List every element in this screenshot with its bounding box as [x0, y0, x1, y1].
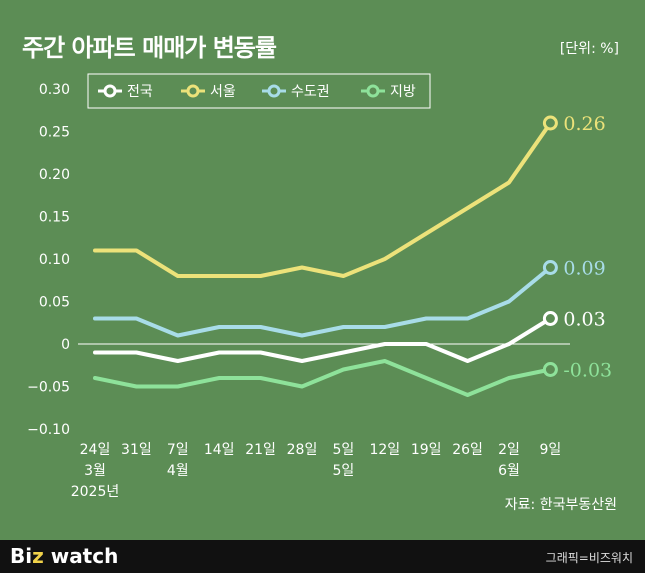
y-tick-label: 0.15	[39, 210, 70, 226]
y-tick-label: −0.05	[27, 380, 70, 396]
y-tick-label: 0.10	[39, 252, 70, 268]
legend-swatch-marker	[103, 84, 117, 98]
bizwatch-logo: Biz watch	[10, 544, 119, 568]
footer-bar: Biz watch 그래픽=비즈워치	[0, 540, 645, 573]
x-tick-sublabel: 5일	[333, 463, 355, 479]
legend-swatch-marker	[366, 84, 380, 98]
x-tick-label: 12일	[369, 442, 400, 458]
x-tick-label: 21일	[245, 442, 276, 458]
line-chart: 0.30 0.25 0.20 0.15 0.10 0.05 0 −0.05 −0.10 24일 3월…	[27, 73, 612, 500]
y-tick-label: 0.30	[39, 82, 70, 98]
legend-label: 서울	[210, 84, 236, 100]
x-tick-label: 31일	[121, 442, 152, 458]
source-label: 자료: 한국부동산원	[504, 497, 617, 513]
graphic-credit: 그래픽=비즈워치	[545, 551, 633, 565]
x-tick-label: 26일	[452, 442, 483, 458]
series-line	[93, 121, 553, 278]
x-tick-label: 19일	[411, 442, 442, 458]
series-line	[93, 316, 553, 363]
legend-label: 지방	[390, 84, 416, 100]
x-tick-label: 9일	[540, 442, 562, 458]
x-tick-label: 7일	[167, 442, 189, 458]
series-line	[93, 359, 553, 397]
legend-swatch-marker	[186, 84, 200, 98]
x-tick-label: 24일	[80, 442, 111, 458]
x-tick-sublabel: 3월	[84, 463, 106, 479]
series-end-label: -0.03	[563, 360, 612, 382]
unit-label: [단위: %]	[559, 41, 619, 57]
y-tick-label: −0.10	[27, 422, 70, 438]
x-tick-sublabel: 4월	[167, 463, 189, 479]
y-tick-label: 0.20	[39, 167, 70, 183]
chart-title: 주간 아파트 매매가 변동률	[22, 34, 277, 62]
legend-swatch-marker	[267, 84, 281, 98]
x-tick-year-label: 2025년	[71, 484, 120, 500]
x-tick-label: 14일	[204, 442, 235, 458]
legend-label: 전국	[127, 84, 153, 100]
series-end-point	[542, 260, 558, 275]
series-line	[93, 265, 553, 338]
series-end-point	[542, 362, 558, 377]
legend-label: 수도권	[291, 84, 330, 100]
y-tick-label: 0.25	[39, 125, 70, 141]
y-tick-label: 0.05	[39, 295, 70, 311]
series-end-label: 0.03	[563, 309, 605, 331]
series-end-label: 0.09	[563, 258, 605, 280]
x-tick-label: 2일	[498, 442, 520, 458]
series-end-label: 0.26	[563, 113, 605, 135]
x-tick-label: 28일	[287, 442, 318, 458]
y-tick-label: 0	[61, 337, 70, 353]
series-end-point	[542, 311, 558, 326]
x-tick-sublabel: 6월	[498, 463, 520, 479]
x-tick-label: 5일	[333, 442, 355, 458]
series-end-point	[542, 115, 558, 131]
